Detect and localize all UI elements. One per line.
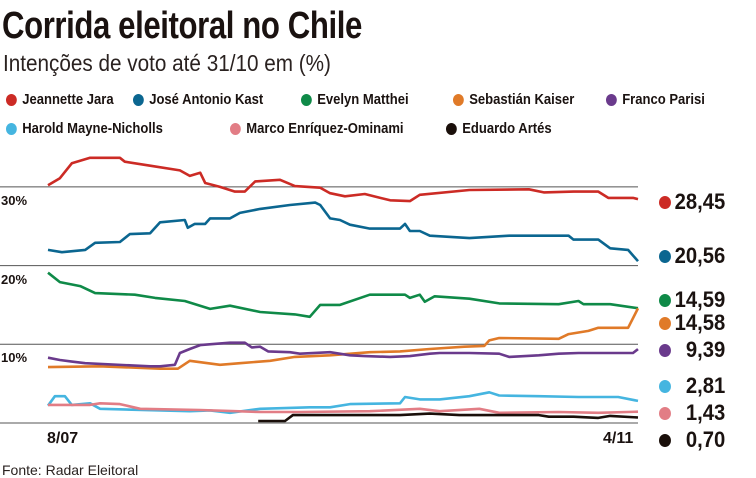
legend-item: Evelyn Matthei (301, 92, 409, 108)
end-dot-icon (659, 343, 671, 357)
series-line-sebasti-n-kaiser (47, 307, 640, 371)
end-value-label: 9,39 (659, 337, 725, 363)
legend-dot-icon (133, 94, 144, 106)
end-dot-icon (659, 195, 671, 209)
source-note: Fonte: Radar Eleitoral (2, 462, 139, 478)
series-line-marco-enr-quez-ominami (48, 401, 639, 415)
y-tick-text: 20% (1, 272, 28, 287)
end-dot-icon (659, 293, 671, 307)
chart-title: Corrida eleitoral no Chile (2, 5, 362, 47)
legend-item: Sebastián Kaiser (453, 92, 574, 108)
end-value-label: 2,81 (659, 373, 725, 399)
legend-dot-icon (453, 94, 464, 106)
legend-dot-icon (446, 123, 457, 135)
end-value-label: 1,43 (659, 400, 725, 426)
end-dot-icon (659, 316, 671, 330)
end-value-label: 14,58 (659, 310, 725, 336)
end-value: 9,39 (685, 337, 726, 362)
legend-dot-icon (6, 94, 17, 106)
series-line-jos-antonio-kast (47, 201, 639, 263)
legend-item: José Antonio Kast (133, 92, 263, 108)
legend-dot-icon (606, 94, 617, 106)
end-value-label: 28,45 (659, 189, 725, 215)
legend-label: Marco Enríquez-Ominami (246, 121, 404, 137)
x-tick-label-end: 4/11 (603, 430, 634, 447)
end-value: 14,58 (674, 310, 726, 335)
end-value-label: 0,70 (659, 427, 725, 453)
end-dot-icon (659, 249, 671, 263)
legend-label: Eduardo Artés (462, 121, 552, 137)
end-dot-icon (659, 433, 671, 447)
end-dot-icon (659, 406, 671, 420)
series-line-evelyn-matthei (47, 271, 639, 319)
legend-item: Franco Parisi (606, 92, 705, 108)
legend-dot-icon (230, 123, 241, 135)
end-value-label: 14,59 (659, 287, 725, 313)
legend-item: Eduardo Artés (446, 121, 552, 137)
legend-item: Jeannette Jara (6, 92, 114, 108)
legend-label: Harold Mayne-Nicholls (22, 121, 163, 137)
y-tick-label-30: 30% (1, 193, 27, 208)
end-value: 28,45 (674, 189, 726, 214)
legend-item: Harold Mayne-Nicholls (6, 121, 163, 137)
legend-label: José Antonio Kast (149, 92, 264, 108)
chart-subtitle: Intenções de voto até 31/10 em (%) (3, 50, 331, 76)
y-tick-text: 30% (1, 193, 28, 208)
legend-dot-icon (301, 94, 312, 106)
end-value: 14,59 (674, 287, 726, 312)
end-value-label: 20,56 (659, 243, 725, 269)
series-line-jeannette-jara (47, 156, 639, 203)
legend-label: Evelyn Matthei (317, 92, 409, 108)
series-line-harold-mayne-nicholls (46, 390, 639, 415)
legend-label: Jeannette Jara (22, 92, 114, 108)
series-line-franco-parisi (47, 341, 639, 368)
y-tick-label-10: 10% (1, 350, 27, 365)
x-tick-label-start: 8/07 (47, 430, 79, 447)
series-line-eduardo-art-s (258, 412, 639, 423)
legend-dot-icon (6, 123, 17, 135)
end-value: 2,81 (685, 373, 726, 398)
end-value: 20,56 (674, 243, 726, 268)
legend-label: Sebastián Kaiser (469, 92, 575, 108)
y-tick-label-20: 20% (1, 272, 27, 287)
end-value: 0,70 (685, 427, 726, 452)
end-value: 1,43 (685, 400, 726, 425)
y-tick-text: 10% (1, 350, 28, 365)
end-dot-icon (659, 379, 671, 393)
legend-label: Franco Parisi (622, 92, 705, 108)
legend-item: Marco Enríquez-Ominami (230, 121, 404, 137)
